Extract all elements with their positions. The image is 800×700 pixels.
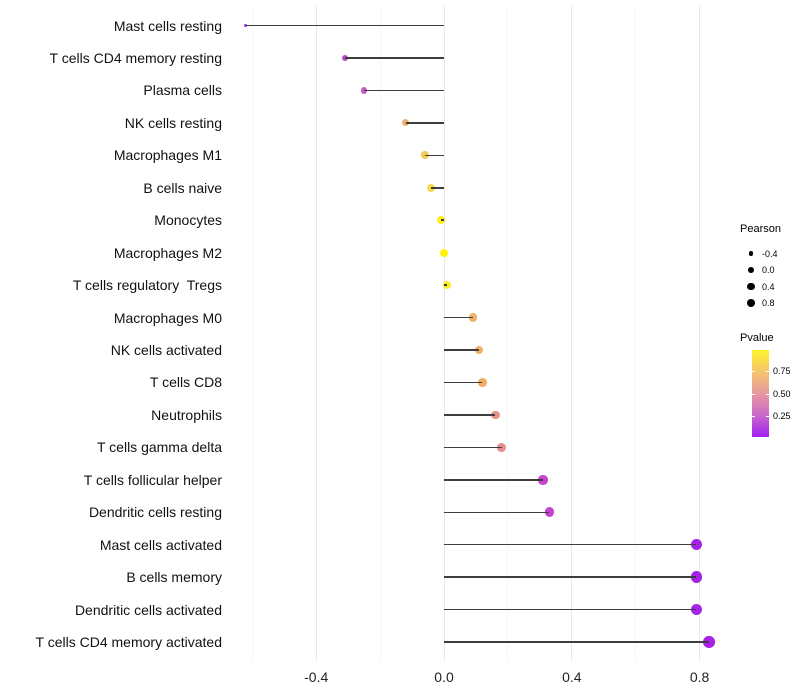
gridline-minor — [379, 6, 381, 661]
gridline-major — [315, 6, 317, 661]
lollipop-stem — [444, 349, 480, 351]
lollipop-dot — [690, 603, 703, 616]
y-axis-label: Plasma cells — [143, 82, 222, 99]
pvalue-tick-mark — [766, 416, 769, 418]
pearson-legend-label: 0.0 — [762, 265, 775, 275]
lollipop-dot — [544, 507, 555, 518]
lollipop-dot — [703, 636, 715, 648]
y-axis-label: T cells CD8 — [149, 374, 222, 391]
lollipop-stem — [444, 576, 697, 578]
gridline-minor — [635, 6, 637, 661]
lollipop-dot — [440, 248, 448, 257]
lollipop-stem — [444, 284, 448, 286]
pearson-legend-label: 0.8 — [762, 298, 775, 308]
y-axis-label: Mast cells activated — [99, 536, 222, 553]
pearson-legend-dot — [746, 298, 756, 308]
pearson-legend-dot — [748, 251, 754, 256]
lollipop-dot — [341, 54, 348, 61]
y-axis-label: Macrophages M0 — [113, 309, 222, 326]
x-axis-tick-label: 0.8 — [689, 669, 710, 685]
y-axis-label: T cells CD4 memory activated — [35, 634, 222, 651]
lollipop-dot — [690, 571, 703, 583]
pvalue-tick-mark — [752, 416, 755, 418]
y-axis-label: Mast cells resting — [113, 17, 222, 34]
pvalue-tick-mark — [766, 370, 769, 372]
lollipop-stem — [444, 608, 697, 611]
pvalue-tick-mark — [752, 393, 755, 395]
y-axis-label: Monocytes — [154, 212, 222, 229]
lollipop-stem — [424, 154, 444, 157]
gridline-major — [699, 6, 701, 661]
lollipop-stem — [444, 414, 496, 416]
pearson-legend-title: Pearson — [740, 223, 781, 235]
x-axis-tick-label: 0.0 — [434, 669, 454, 685]
y-axis-label: B cells memory — [126, 569, 222, 586]
pvalue-legend-title: Pvalue — [740, 332, 774, 344]
pvalue-tick-mark — [766, 393, 769, 395]
lollipop-stem — [344, 57, 444, 59]
x-axis-tick-label: -0.4 — [304, 669, 329, 685]
gridline-major — [571, 6, 573, 661]
y-axis-label: T cells gamma delta — [96, 439, 222, 456]
lollipop-stem — [444, 381, 483, 384]
y-axis-label: NK cells activated — [110, 342, 222, 358]
pvalue-tick-mark — [752, 370, 755, 372]
lollipop-stem — [405, 122, 444, 124]
lollipop-dot — [538, 475, 548, 485]
lollipop-stem — [444, 641, 710, 643]
pvalue-tick-label: 0.75 — [773, 365, 791, 376]
lollipop-dot — [474, 345, 484, 355]
lollipop-dot — [690, 538, 703, 551]
lollipop-dot — [421, 151, 429, 160]
lollipop-dot — [427, 183, 436, 192]
lollipop-dot — [360, 87, 368, 94]
pvalue-tick-label: 0.25 — [773, 411, 791, 422]
pearson-legend-dot — [748, 267, 754, 273]
pearson-legend-label: -0.4 — [762, 248, 778, 259]
y-axis-label: T cells CD4 memory resting — [49, 49, 222, 66]
lollipop-stem — [444, 543, 697, 546]
lollipop-stem — [431, 187, 444, 189]
lollipop-stem — [245, 24, 444, 27]
y-axis-label: T cells follicular helper — [83, 471, 222, 488]
y-axis-label: Dendritic cells resting — [88, 504, 222, 521]
lollipop-stem — [444, 446, 502, 449]
gridline-minor — [507, 6, 509, 661]
pearson-legend-label: 0.4 — [762, 281, 775, 292]
pearson-legend-dot — [747, 282, 755, 291]
lollipop-stem — [440, 219, 444, 221]
y-axis-label: T cells regulatory Tregs — [72, 277, 222, 294]
y-axis-label: Neutrophils — [151, 406, 222, 423]
y-axis-label: Macrophages M2 — [113, 244, 222, 261]
pvalue-gradient-bar — [752, 350, 769, 437]
lollipop-stem — [444, 479, 544, 481]
lollipop-stem — [364, 89, 444, 92]
lollipop-stem — [444, 511, 550, 513]
gridline-major — [443, 6, 445, 661]
y-axis-label: NK cells resting — [124, 114, 222, 131]
lollipop-stem — [444, 316, 473, 319]
lollipop-dot — [497, 442, 506, 452]
y-axis-label: Macrophages M1 — [113, 147, 222, 164]
pvalue-tick-label: 0.50 — [773, 388, 791, 399]
x-axis-tick-label: 0.4 — [562, 669, 582, 685]
lollipop-dot — [490, 410, 500, 420]
lollipop-dot — [244, 23, 248, 28]
y-axis-label: Dendritic cells activated — [74, 601, 222, 618]
gridline-minor — [251, 6, 253, 661]
y-axis-label: B cells naive — [143, 179, 222, 196]
lollipop-dot — [478, 378, 487, 387]
